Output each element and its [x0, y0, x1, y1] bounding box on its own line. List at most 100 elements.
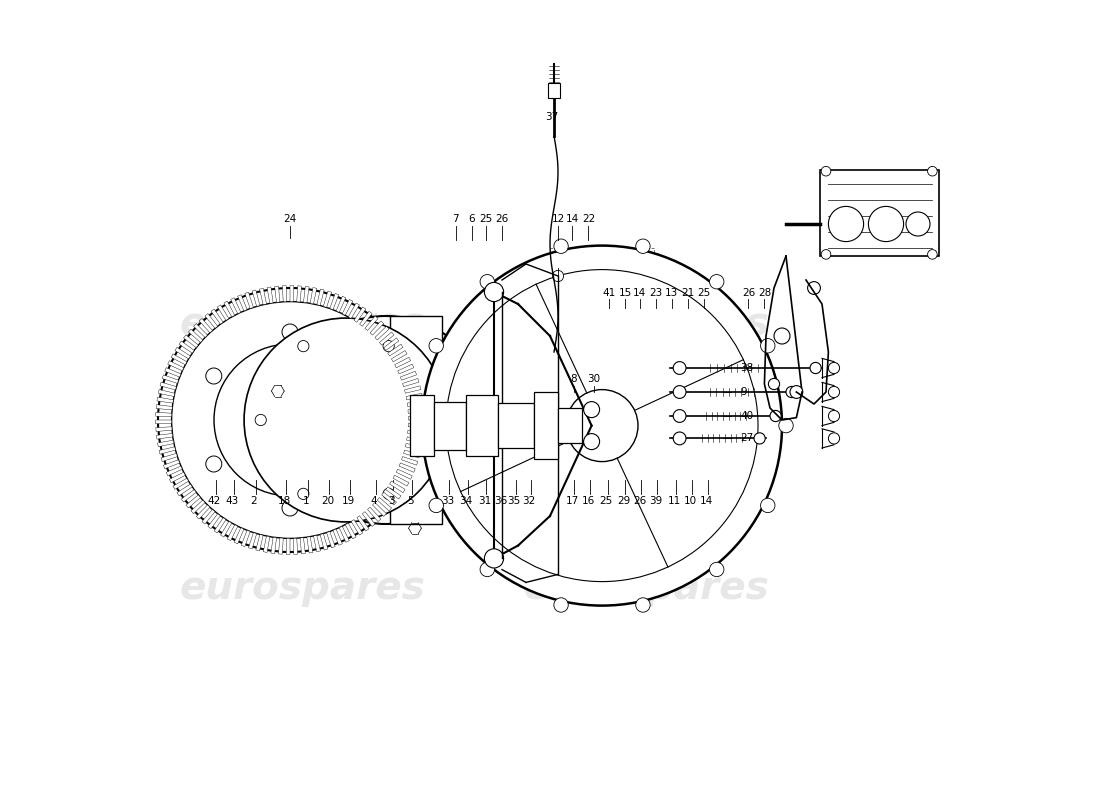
Text: 36: 36: [494, 496, 507, 506]
Circle shape: [786, 386, 798, 398]
Polygon shape: [199, 318, 212, 333]
Text: 38: 38: [740, 363, 754, 373]
Text: 20: 20: [321, 496, 334, 506]
Text: 28: 28: [758, 288, 771, 298]
Circle shape: [158, 288, 422, 552]
Circle shape: [760, 338, 775, 353]
Circle shape: [359, 368, 374, 384]
Text: 18: 18: [278, 496, 292, 506]
Polygon shape: [160, 382, 176, 390]
Text: 37: 37: [544, 111, 558, 122]
Polygon shape: [377, 498, 392, 511]
Circle shape: [428, 386, 441, 398]
Polygon shape: [406, 394, 422, 400]
Text: 26: 26: [495, 214, 508, 224]
Text: 26: 26: [632, 496, 646, 506]
Text: 43: 43: [226, 496, 239, 506]
Polygon shape: [408, 409, 425, 414]
Polygon shape: [191, 500, 205, 514]
Bar: [558, 408, 582, 443]
Polygon shape: [234, 528, 244, 544]
Text: 11: 11: [668, 496, 681, 506]
Polygon shape: [218, 305, 229, 320]
Polygon shape: [327, 531, 336, 548]
Text: 7: 7: [452, 214, 459, 224]
Polygon shape: [156, 412, 172, 417]
Polygon shape: [356, 516, 369, 531]
Text: 14: 14: [632, 288, 646, 298]
Circle shape: [828, 410, 839, 422]
Text: eurospares: eurospares: [179, 305, 425, 343]
Polygon shape: [360, 311, 372, 326]
Circle shape: [446, 270, 758, 582]
Polygon shape: [221, 522, 232, 537]
Polygon shape: [169, 472, 185, 482]
Circle shape: [480, 274, 495, 289]
Polygon shape: [252, 290, 260, 306]
Polygon shape: [342, 299, 353, 315]
Polygon shape: [260, 288, 266, 305]
Text: 39: 39: [649, 496, 662, 506]
Circle shape: [673, 432, 686, 445]
Polygon shape: [263, 536, 270, 553]
Circle shape: [428, 442, 441, 454]
Circle shape: [244, 318, 448, 522]
Polygon shape: [286, 538, 290, 554]
Bar: [466, 395, 498, 456]
Polygon shape: [351, 520, 363, 535]
Polygon shape: [294, 538, 298, 554]
Circle shape: [255, 414, 266, 426]
Circle shape: [331, 386, 344, 398]
Polygon shape: [387, 344, 403, 356]
Polygon shape: [208, 514, 220, 529]
Circle shape: [379, 470, 393, 482]
Text: 9: 9: [740, 387, 747, 397]
Polygon shape: [158, 390, 175, 397]
Polygon shape: [349, 303, 360, 318]
Polygon shape: [330, 294, 339, 310]
Polygon shape: [345, 523, 356, 539]
Circle shape: [484, 549, 504, 568]
Circle shape: [774, 328, 790, 344]
Circle shape: [828, 362, 839, 374]
Polygon shape: [157, 397, 174, 403]
Polygon shape: [405, 386, 421, 393]
Polygon shape: [211, 309, 223, 324]
Text: eurospares: eurospares: [179, 569, 425, 607]
Circle shape: [282, 316, 490, 524]
Circle shape: [359, 456, 374, 472]
Text: 6: 6: [469, 214, 475, 224]
Text: 14: 14: [565, 214, 579, 224]
Polygon shape: [173, 478, 188, 490]
Polygon shape: [402, 457, 418, 465]
Polygon shape: [188, 329, 202, 342]
Circle shape: [282, 324, 298, 340]
Text: 24: 24: [284, 214, 297, 224]
Circle shape: [636, 598, 650, 612]
Polygon shape: [389, 481, 405, 493]
Text: 13: 13: [666, 288, 679, 298]
Polygon shape: [267, 287, 273, 303]
Circle shape: [426, 414, 437, 426]
Circle shape: [673, 362, 686, 374]
Text: 2: 2: [251, 496, 257, 506]
Text: 33: 33: [441, 496, 454, 506]
Polygon shape: [214, 518, 225, 533]
Polygon shape: [407, 437, 424, 443]
Text: 8: 8: [571, 374, 578, 384]
Text: 25: 25: [697, 288, 711, 298]
Polygon shape: [241, 530, 250, 546]
Circle shape: [484, 282, 504, 302]
Text: 23: 23: [649, 288, 662, 298]
Polygon shape: [297, 286, 301, 302]
Circle shape: [584, 402, 600, 418]
Circle shape: [822, 166, 830, 176]
Polygon shape: [386, 487, 400, 499]
Circle shape: [258, 388, 322, 452]
Polygon shape: [283, 286, 287, 302]
Circle shape: [282, 500, 298, 516]
Polygon shape: [182, 490, 196, 502]
Text: 32: 32: [522, 496, 536, 506]
Circle shape: [206, 368, 222, 384]
Polygon shape: [395, 358, 410, 368]
